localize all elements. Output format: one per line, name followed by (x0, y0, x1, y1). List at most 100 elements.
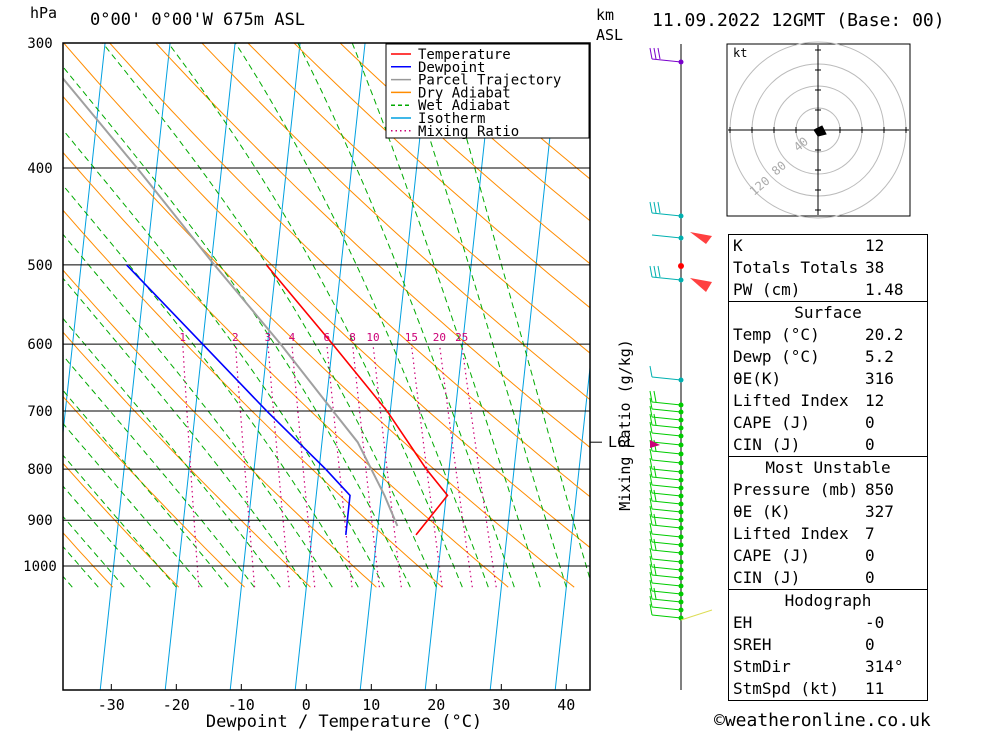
pressure-tick-label: 400 (27, 161, 52, 177)
isotherm-line (294, 43, 366, 690)
x-tick-label: 0 (302, 696, 311, 714)
height-units: km (596, 6, 615, 24)
wet-adiabat-line (63, 515, 125, 588)
index-label: CIN (J) (733, 568, 801, 587)
index-label: θE(K) (733, 369, 782, 388)
legend-label: Parcel Trajectory (418, 73, 561, 89)
pressure-tick-label: 1000 (23, 559, 57, 575)
dry-adiabat-line (63, 95, 575, 588)
location-title: 0°00' 0°00'W 675m ASL (90, 10, 305, 30)
wet-adiabat-line (63, 277, 307, 588)
wind-barb-feather (649, 497, 653, 510)
isotherm-line (359, 43, 431, 690)
wind-barb-feather (649, 413, 653, 426)
wind-barb-shaft (651, 484, 682, 489)
index-row: Pressure (mb) 850 (729, 479, 927, 501)
indices-top-section: K 12 Totals Totals 38 PW (cm) 1.48 (729, 235, 927, 301)
hodograph-units: kt (733, 46, 747, 60)
wind-barb-shaft (651, 58, 682, 63)
mixing-ratio-line (291, 344, 316, 588)
x-tick-label: 30 (492, 696, 510, 714)
mixing-ratio-label: 4 (289, 331, 296, 344)
wet-adiabat-line (0, 43, 46, 587)
wind-barb-feather (649, 201, 653, 214)
index-row: CAPE (J) 0 (729, 412, 927, 434)
wind-barb-feather (653, 489, 657, 502)
wind-barb-feather (649, 265, 653, 278)
x-tick-label: 10 (362, 696, 380, 714)
surface-title: Surface (794, 303, 862, 322)
wet-adiabat-line (63, 317, 281, 588)
mixing-ratio-label: 2 (232, 331, 239, 344)
index-value: 0 (865, 435, 875, 454)
wet-adiabat-line (63, 354, 255, 588)
mixing-ratio-line (438, 344, 473, 588)
mixing-ratio-label: 8 (349, 331, 356, 344)
index-label: CIN (J) (733, 435, 801, 454)
wind-barb-shaft (651, 598, 682, 603)
mixing-ratio-line (182, 344, 200, 588)
index-value: -0 (865, 613, 885, 632)
mixing-ratio-line (372, 344, 402, 588)
wind-barb-feather (649, 365, 653, 378)
wind-barb-feather (649, 465, 653, 478)
mixing-ratio-line (234, 344, 256, 588)
index-label: Temp (°C) (733, 325, 820, 344)
mixing-ratio-line (410, 344, 443, 588)
index-value: 20.2 (865, 325, 904, 344)
hodograph-title: Hodograph (784, 591, 872, 610)
wind-barb-shaft (651, 524, 682, 529)
dry-adiabat-line (63, 395, 245, 588)
wind-barb-feather (649, 405, 653, 418)
plot-frame (62, 42, 591, 691)
wind-barb-feather (649, 587, 653, 600)
index-row: CIN (J) 0 (729, 434, 927, 456)
wind-barb-shaft (651, 468, 682, 473)
wind-barb-feather (649, 390, 653, 403)
wind-barb-feather (649, 522, 653, 535)
wind-barb-shaft (651, 574, 682, 579)
wind-barb-feather (649, 555, 653, 568)
dry-adiabat-line (63, 269, 377, 588)
index-value: 0 (865, 546, 875, 565)
mixing-ratio-line (326, 344, 353, 588)
mixing-ratio-line (267, 344, 290, 588)
index-row: θE (K) 327 (729, 501, 927, 523)
x-tick-label: -30 (98, 696, 125, 714)
index-label: Lifted Index (733, 524, 849, 543)
mixing-ratio-label: 3 (265, 331, 272, 344)
wind-barb-shaft (651, 450, 682, 455)
index-row: PW (cm) 1.48 (729, 279, 927, 301)
mixing-ratio-line (352, 344, 380, 588)
wind-barb-shaft (651, 212, 682, 217)
indices-table: K 12 Totals Totals 38 PW (cm) 1.48 Surface Te… (728, 234, 928, 701)
index-value: 7 (865, 524, 875, 543)
storm-motion-line (680, 609, 713, 621)
index-value: 0 (865, 568, 875, 587)
wet-adiabat-line (63, 454, 177, 588)
wind-barb-shaft (651, 492, 682, 497)
index-row: Lifted Index 12 (729, 390, 927, 412)
wind-barb-shaft (651, 408, 682, 413)
parcel-trajectory-line (63, 76, 399, 527)
dry-adiabat-line (0, 43, 47, 587)
pressure-tick-label: 900 (27, 513, 52, 529)
dry-adiabat-line (293, 43, 590, 309)
wind-barb-feather (649, 430, 653, 443)
wind-barb-shaft (651, 424, 682, 429)
index-row: Lifted Index 7 (729, 523, 927, 545)
index-row: StmSpd (kt) 11 (729, 678, 927, 700)
legend-label: Mixing Ratio (418, 124, 519, 140)
wind-barb-feather (657, 265, 661, 278)
wind-barb-feather (653, 47, 657, 60)
wind-barb-feather (653, 465, 657, 478)
wind-barb-shaft (651, 376, 682, 381)
wet-adiabat-line (297, 43, 515, 588)
index-row: CAPE (J) 0 (729, 545, 927, 567)
wind-barb-shaft (651, 432, 682, 437)
mixing-ratio-label: 6 (323, 331, 330, 344)
wind-barb-shaft (651, 614, 682, 619)
wind-barb-feather (649, 397, 653, 410)
wind-barb-feather (649, 448, 653, 461)
